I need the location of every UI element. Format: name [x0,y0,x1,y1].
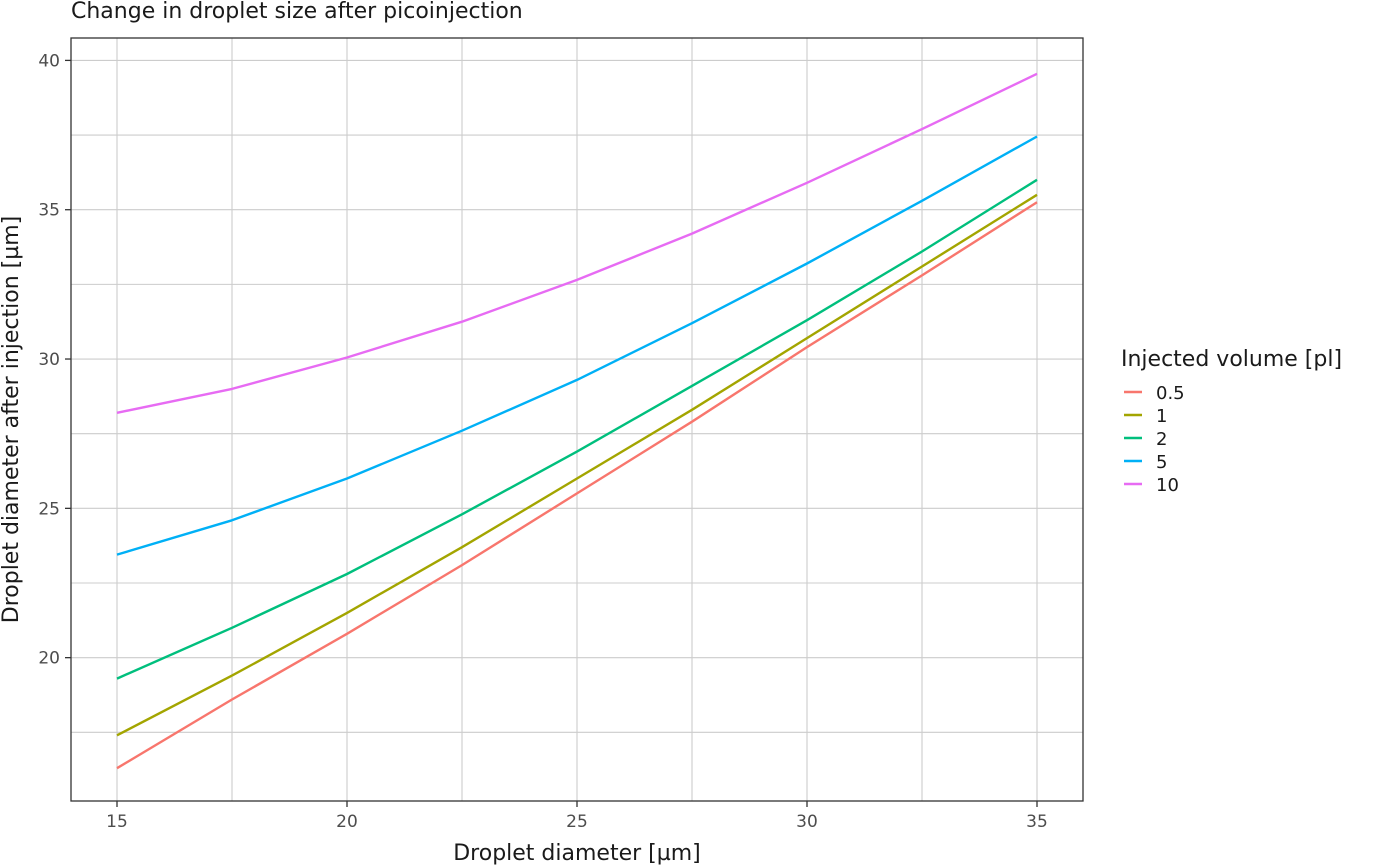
legend-label-2: 2 [1156,429,1167,450]
series-lines [116,72,1038,770]
y-axis-title: Droplet diameter after injection [µm] [0,216,24,623]
series-line-0.5 [116,201,1038,770]
y-tick-label: 20 [38,649,60,669]
x-tick-label: 15 [106,812,128,832]
x-tick-label: 30 [796,812,818,832]
x-tick-label: 35 [1026,812,1048,832]
legend-label-10: 10 [1156,475,1179,496]
y-tick-label: 40 [38,51,60,71]
grid [71,38,1083,801]
y-tick-label: 25 [38,499,60,519]
legend-title: Injected volume [pl] [1121,347,1342,372]
series-line-1 [116,193,1038,737]
x-tick-label: 20 [336,812,358,832]
legend-label-0.5: 0.5 [1156,383,1185,404]
legend-label-1: 1 [1156,406,1167,427]
y-tick-label: 35 [38,201,60,221]
series-line-10 [116,72,1038,414]
legend-label-5: 5 [1156,452,1167,473]
y-axis-ticks: 20 25 30 35 40 [38,51,71,669]
series-line-5 [116,135,1038,556]
x-axis-title: Droplet diameter [µm] [453,841,701,865]
y-tick-label: 30 [38,350,60,370]
x-axis-ticks: 15 20 25 30 35 [106,801,1048,832]
x-tick-label: 25 [566,812,588,832]
series-line-2 [116,178,1038,680]
chart-title: Change in droplet size after picoinjecti… [71,0,523,24]
